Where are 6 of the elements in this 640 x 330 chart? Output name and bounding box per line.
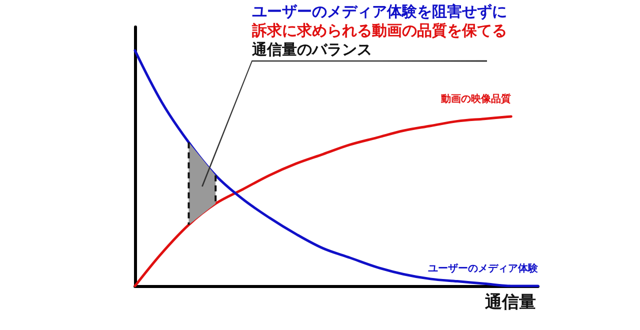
x-axis-title: 通信量 <box>484 292 536 312</box>
annotation: 通信量のバランス <box>251 40 372 58</box>
series-label: 動画の映像品質 <box>440 92 512 105</box>
text: 訴求に求められる動画の品質を保てる <box>251 22 507 40</box>
text: ユーザーのメディア体験を阻害せずに <box>252 2 507 20</box>
series-label: ユーザーのメディア体験 <box>428 262 539 274</box>
